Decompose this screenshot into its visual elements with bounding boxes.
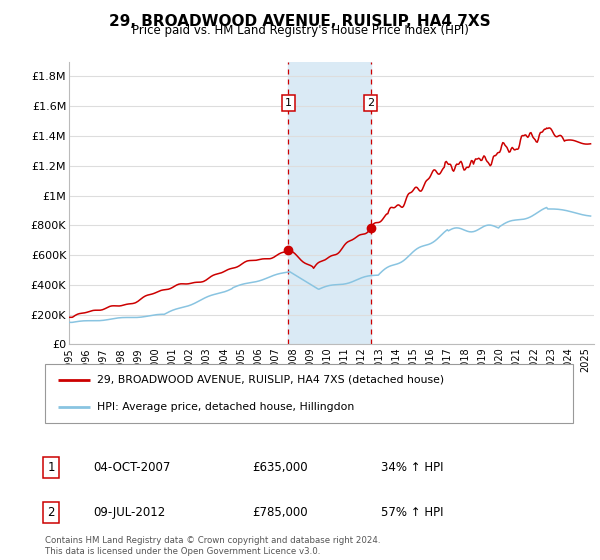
Text: 34% ↑ HPI: 34% ↑ HPI	[381, 461, 443, 474]
Text: 1: 1	[285, 98, 292, 108]
Text: 2: 2	[367, 98, 374, 108]
FancyBboxPatch shape	[45, 364, 573, 423]
Text: 57% ↑ HPI: 57% ↑ HPI	[381, 506, 443, 519]
Text: 29, BROADWOOD AVENUE, RUISLIP, HA4 7XS (detached house): 29, BROADWOOD AVENUE, RUISLIP, HA4 7XS (…	[97, 375, 444, 385]
Text: 09-JUL-2012: 09-JUL-2012	[93, 506, 165, 519]
Text: £635,000: £635,000	[252, 461, 308, 474]
Bar	[289, 62, 371, 344]
Text: 2: 2	[47, 506, 55, 519]
Text: Price paid vs. HM Land Registry's House Price Index (HPI): Price paid vs. HM Land Registry's House …	[131, 24, 469, 37]
Text: 04-OCT-2007: 04-OCT-2007	[93, 461, 170, 474]
Text: 1: 1	[47, 461, 55, 474]
Text: £785,000: £785,000	[252, 506, 308, 519]
Text: 29, BROADWOOD AVENUE, RUISLIP, HA4 7XS: 29, BROADWOOD AVENUE, RUISLIP, HA4 7XS	[109, 14, 491, 29]
Text: HPI: Average price, detached house, Hillingdon: HPI: Average price, detached house, Hill…	[97, 402, 354, 412]
Text: Contains HM Land Registry data © Crown copyright and database right 2024.
This d: Contains HM Land Registry data © Crown c…	[45, 536, 380, 556]
